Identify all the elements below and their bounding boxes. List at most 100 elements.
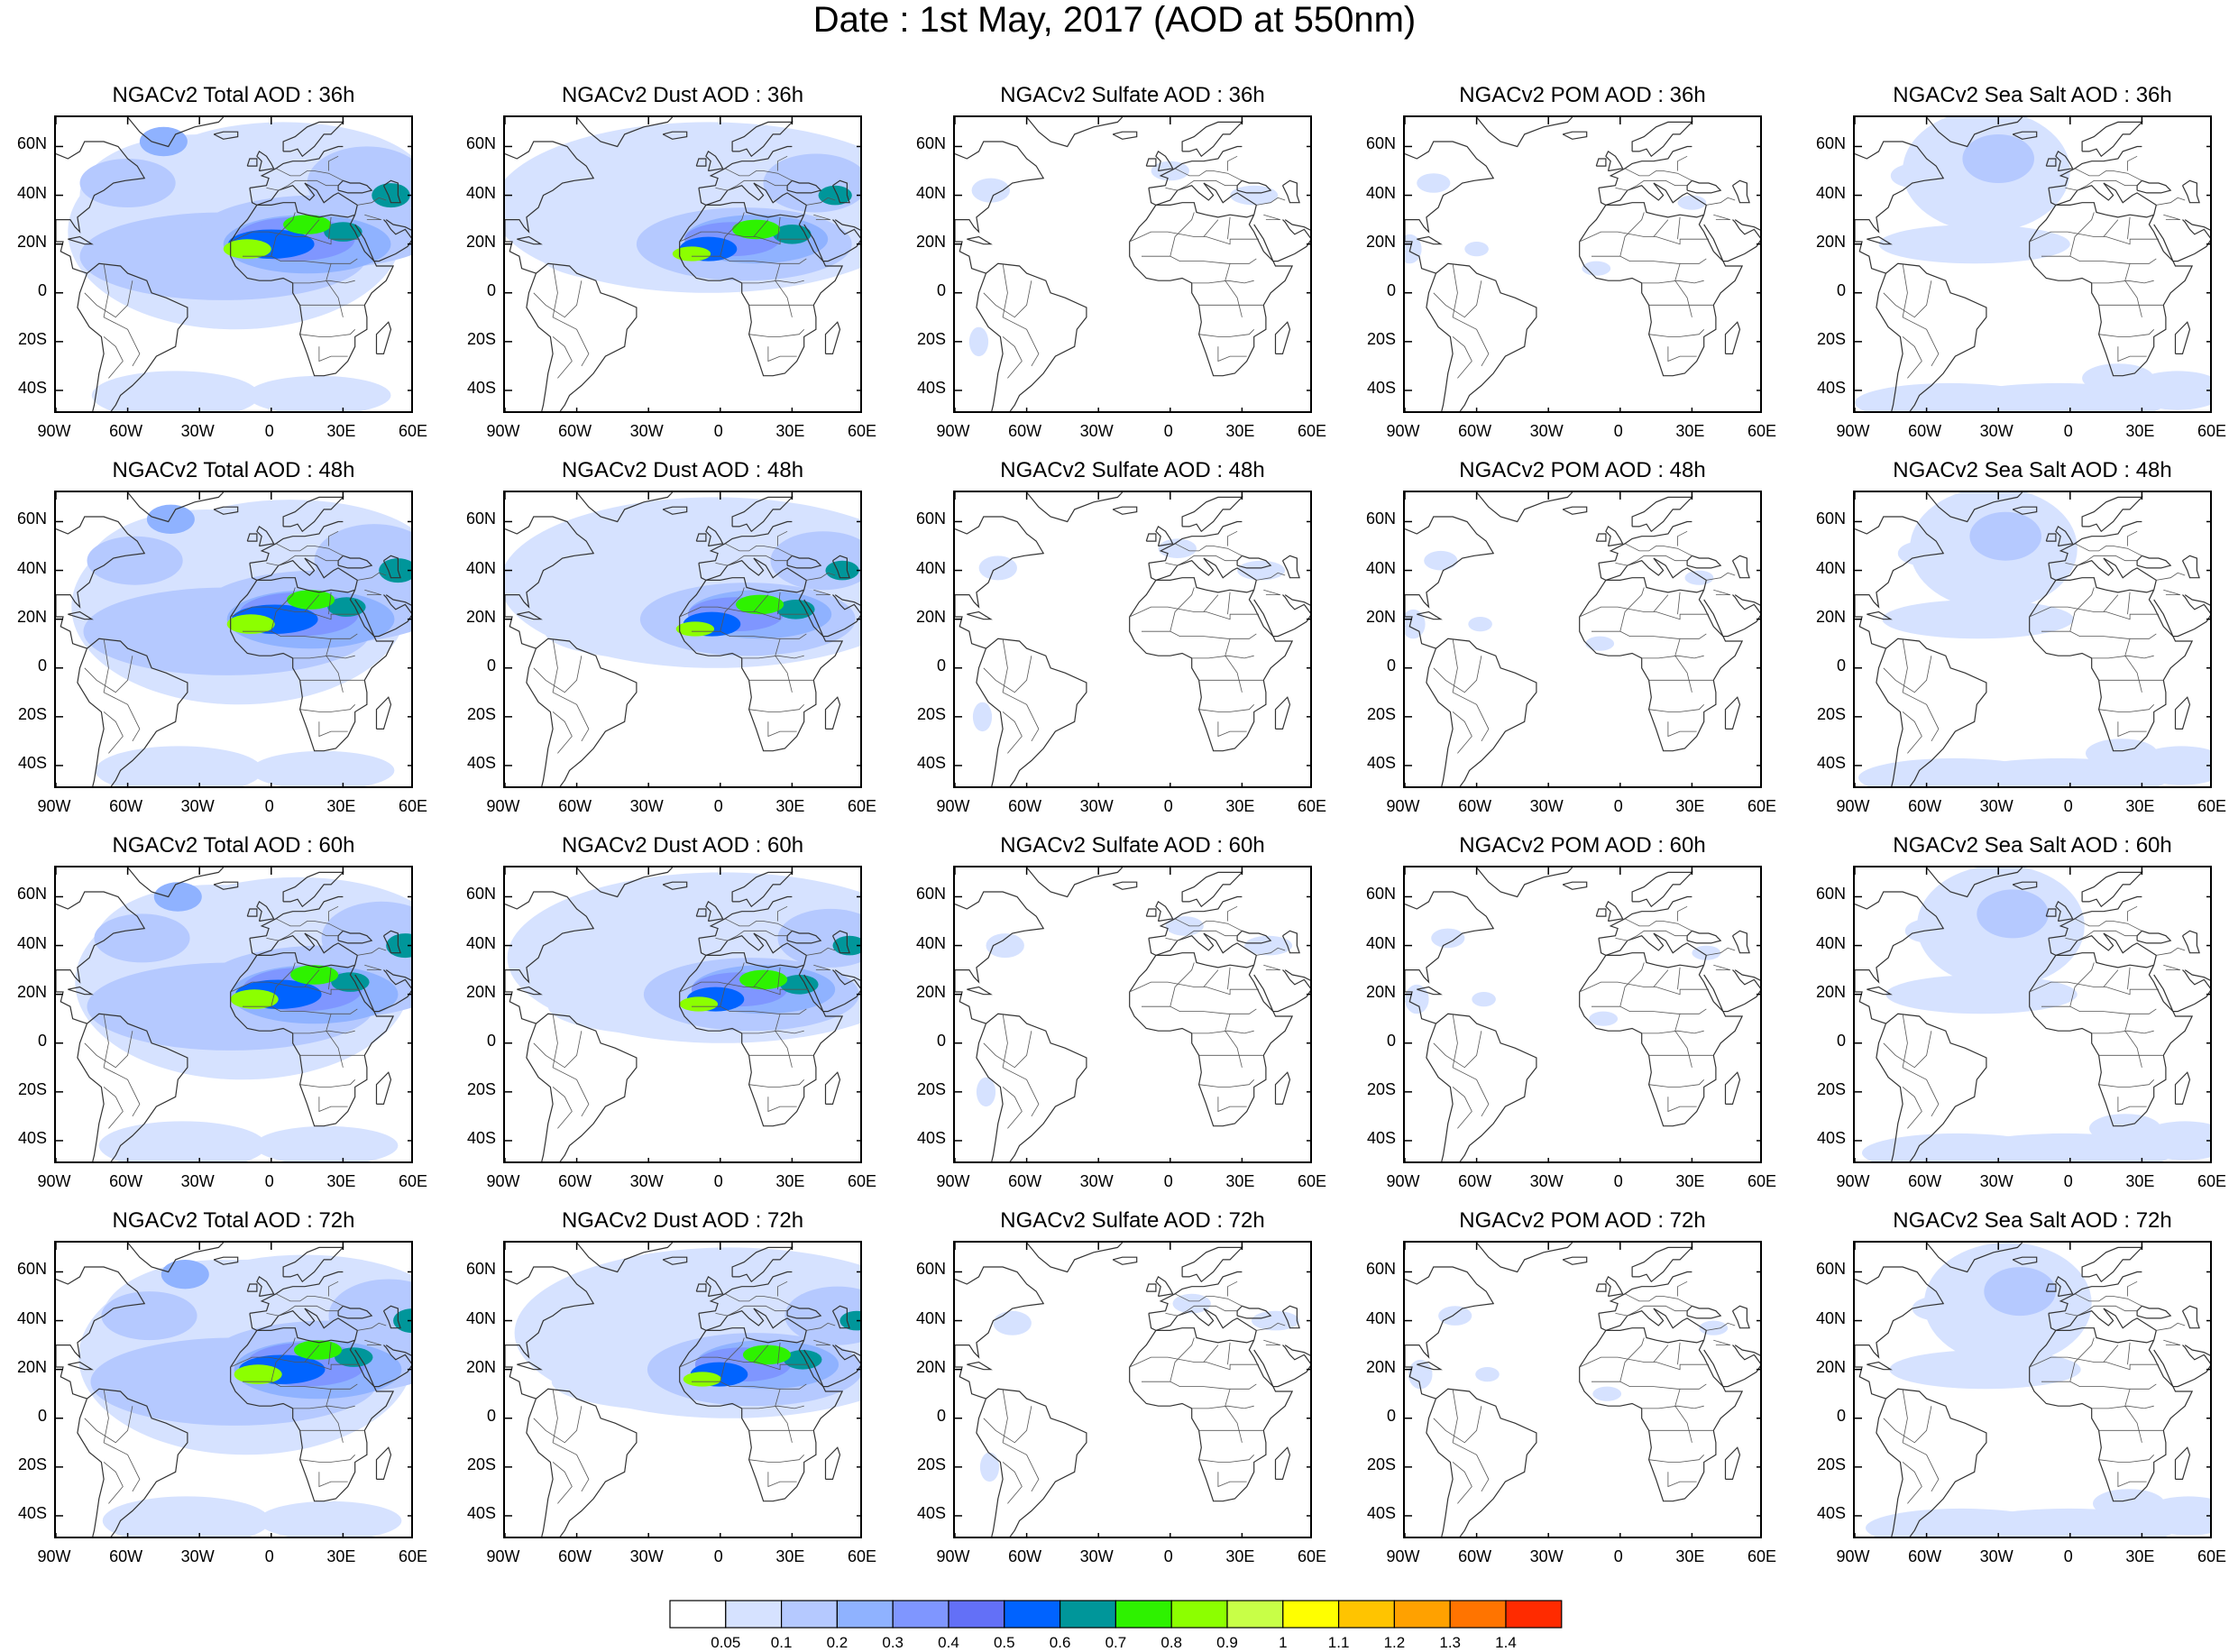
lat-tick-label: 60N — [1815, 134, 1846, 153]
lat-tick-label: 0 — [486, 1406, 496, 1425]
lon-tick-label: 30E — [326, 1547, 356, 1565]
country-border — [2069, 962, 2095, 1007]
lat-tick-label: 40N — [1365, 933, 1396, 952]
coastline — [382, 1305, 401, 1329]
country-border — [1165, 930, 1238, 941]
map-dust — [505, 117, 860, 411]
country-border — [767, 1472, 797, 1488]
country-border — [2091, 1405, 2154, 1409]
coastline — [1476, 1243, 1573, 1273]
country-border — [767, 1097, 797, 1113]
lat-tick-label: 20S — [466, 704, 496, 723]
lat-tick-label: 20N — [1815, 232, 1846, 251]
lon-tick-label: 60E — [1297, 1547, 1327, 1565]
lat-tick-label: 60N — [915, 885, 946, 904]
coastline — [1703, 969, 1760, 1013]
lat-tick-label: 0 — [486, 1031, 496, 1050]
coastline — [662, 881, 688, 890]
coastline — [230, 202, 395, 377]
aod-region — [251, 750, 395, 786]
country-border — [2041, 1381, 2157, 1390]
aod-region — [290, 965, 339, 985]
lat-tick-label: 40N — [915, 933, 946, 952]
coastline — [2181, 555, 2200, 579]
country-border — [2074, 168, 2142, 181]
country-border — [1902, 1462, 1922, 1504]
coastline — [955, 969, 986, 1024]
lon-tick-label: 60E — [2197, 422, 2227, 440]
country-border — [2127, 1342, 2131, 1365]
map-frame — [1853, 115, 2212, 413]
coastline — [2045, 1283, 2057, 1292]
coastline — [87, 638, 188, 786]
coastline — [831, 179, 850, 204]
country-border — [318, 346, 348, 363]
coastline — [1562, 131, 1588, 140]
lon-tick-label: 30E — [775, 1547, 805, 1565]
lat-tick-label: 0 — [1836, 1031, 1846, 1050]
coastline — [976, 1398, 1004, 1537]
country-border — [292, 1405, 355, 1409]
coastline — [230, 1327, 395, 1502]
lat-tick-label: 0 — [1386, 1031, 1396, 1050]
coastline — [1426, 1023, 1454, 1161]
coastline — [87, 1388, 188, 1537]
country-border — [1170, 587, 1195, 632]
coastline — [1631, 496, 1693, 533]
coastline — [698, 895, 793, 939]
coastline — [382, 555, 401, 579]
coastline — [1129, 1327, 1294, 1502]
country-border — [813, 214, 831, 220]
country-border — [1170, 1337, 1195, 1382]
aod-region — [79, 159, 176, 207]
coastline — [505, 969, 537, 1024]
lon-tick-label: 60W — [558, 797, 592, 815]
panel-title: NGACv2 Sulfate AOD : 36h — [1000, 83, 1265, 107]
country-border — [1713, 589, 1731, 595]
map-pom — [1405, 492, 1760, 786]
lat-tick-label: 40S — [1816, 378, 1846, 397]
country-border — [2029, 981, 2159, 996]
country-border — [2041, 630, 2157, 639]
lon-tick-label: 60W — [1908, 1172, 1942, 1190]
coastline — [1417, 1361, 1443, 1371]
country-border — [1142, 1005, 1257, 1014]
country-border — [304, 969, 320, 987]
lon-tick-label: 0 — [713, 1172, 723, 1190]
coastline — [526, 1398, 554, 1537]
lon-tick-label: 30W — [180, 797, 215, 815]
country-border — [2065, 930, 2138, 941]
coastline — [1253, 594, 1310, 638]
lon-tick-label: 60E — [398, 797, 428, 815]
aod-region — [1977, 889, 2049, 939]
aod-region — [743, 1345, 791, 1365]
country-border — [1677, 1280, 1688, 1297]
lat-tick-label: 0 — [486, 656, 496, 675]
country-border — [364, 1339, 382, 1345]
country-border — [1677, 967, 1681, 990]
country-border — [1170, 212, 1195, 257]
country-border — [1203, 594, 1219, 612]
aod-region — [1472, 992, 1496, 1007]
coastline — [2081, 496, 2143, 533]
country-border — [1674, 638, 1692, 693]
coastline — [382, 930, 401, 954]
lon-tick-label: 0 — [1163, 797, 1173, 815]
coastline — [1129, 577, 1294, 752]
coastline — [2153, 1345, 2210, 1388]
map-frame — [503, 1241, 862, 1538]
coastline — [986, 1013, 1087, 1161]
aod-region — [87, 536, 183, 585]
aod-region — [98, 1121, 267, 1161]
coastline — [337, 555, 373, 569]
lat-tick-label: 20N — [16, 982, 47, 1001]
coastline — [1885, 638, 1987, 786]
aod-region — [379, 558, 411, 583]
coastline — [824, 1071, 841, 1105]
country-border — [1713, 214, 1731, 220]
coastline — [1281, 555, 1300, 579]
country-border — [275, 543, 344, 556]
country-border — [1667, 1472, 1697, 1488]
coastline — [1876, 647, 1903, 786]
aod-region — [1585, 636, 1615, 651]
